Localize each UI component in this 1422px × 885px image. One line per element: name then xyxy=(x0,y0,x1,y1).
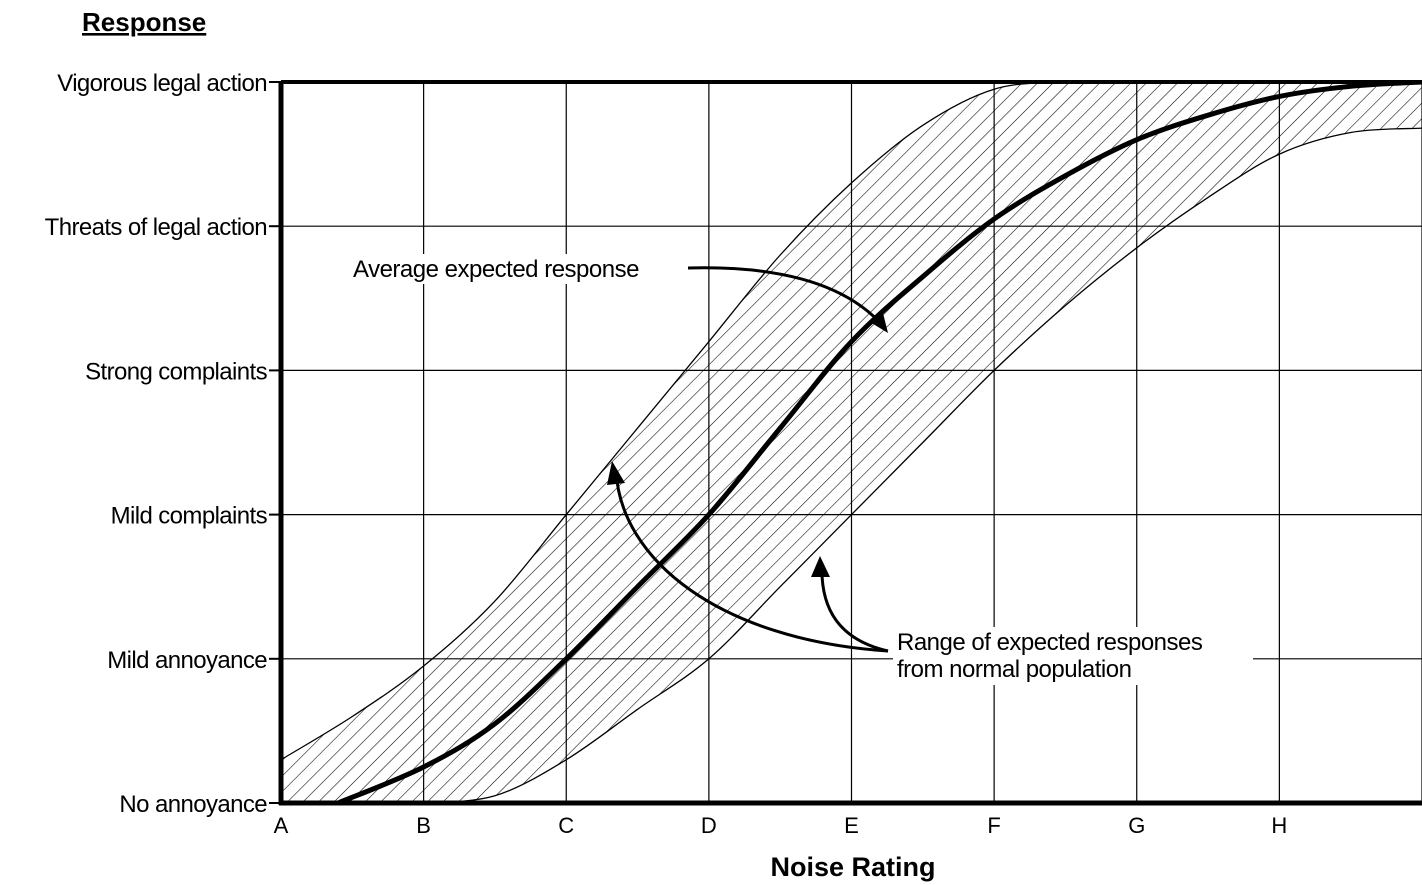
x-tick-label: H xyxy=(1271,813,1287,838)
range-arrow-lower-head xyxy=(811,556,830,577)
average-arrow-head xyxy=(870,313,888,333)
x-tick-label: G xyxy=(1128,813,1145,838)
range-arrow-upper xyxy=(614,469,889,653)
x-tick-label: C xyxy=(558,813,574,838)
x-tick-label: F xyxy=(987,813,1000,838)
annotation-range-line2: from normal population xyxy=(897,656,1131,683)
y-tick-label: No annoyance xyxy=(119,791,267,818)
annotation-range-line1: Range of expected responses xyxy=(897,629,1203,656)
range-arrow-upper-head xyxy=(607,461,625,485)
range-arrow-lower xyxy=(820,562,889,653)
x-tick-label: B xyxy=(416,813,431,838)
annotation-average: Average expected response xyxy=(353,256,639,283)
range-band-lower-edge xyxy=(423,127,1422,803)
average-arrow xyxy=(687,266,886,328)
axes xyxy=(269,80,1422,806)
average-response-line xyxy=(335,82,1422,803)
y-tick-label: Vigorous legal action xyxy=(57,70,267,97)
x-tick-label: D xyxy=(701,813,717,838)
y-tick-label: Mild complaints xyxy=(111,503,268,530)
x-tick-label: A xyxy=(274,813,289,838)
tick-labels: No annoyance Mild annoyance Mild complaint… xyxy=(45,70,1288,838)
y-tick-label: Mild annoyance xyxy=(107,647,267,674)
x-axis-title: Noise Rating xyxy=(770,852,935,882)
y-axis-title: Response xyxy=(82,7,206,37)
y-tick-label: Threats of legal action xyxy=(45,214,267,241)
x-tick-label: E xyxy=(844,813,859,838)
range-band-upper-edge xyxy=(281,82,1422,761)
y-tick-label: Strong complaints xyxy=(85,358,267,385)
